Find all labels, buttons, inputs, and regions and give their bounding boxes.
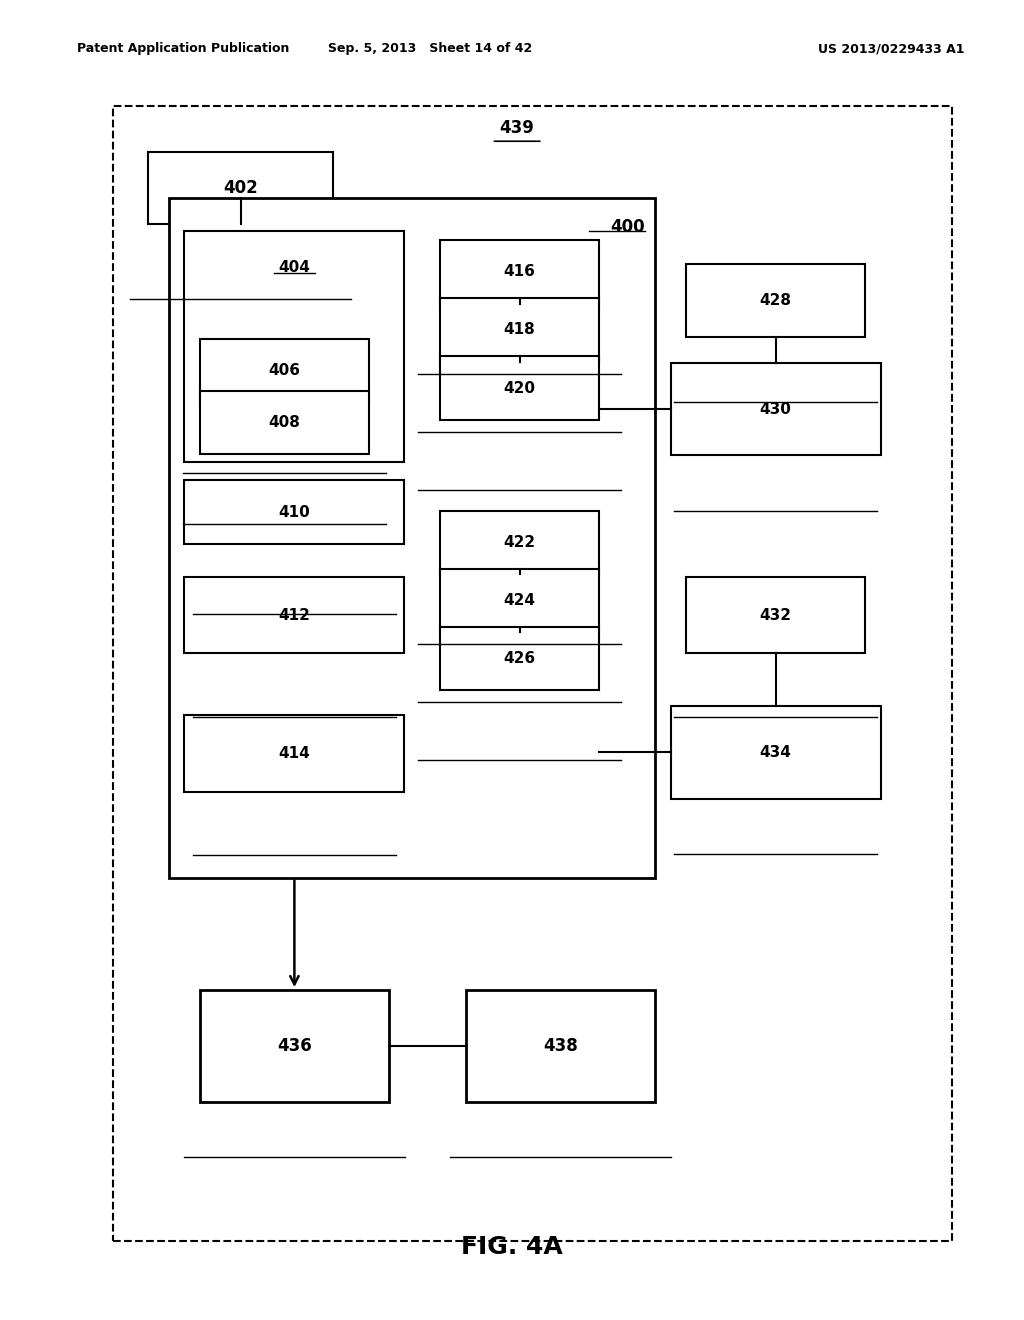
Text: 424: 424 [504,593,536,609]
Bar [148,152,333,224]
Bar [200,990,389,1102]
Bar [686,264,865,337]
Bar [466,990,655,1102]
Text: 428: 428 [760,293,792,308]
Text: FIG. 4A: FIG. 4A [461,1236,563,1259]
Text: 432: 432 [760,607,792,623]
Bar [686,577,865,653]
Text: 422: 422 [504,535,536,550]
Text: 414: 414 [279,746,310,762]
Bar [440,511,599,574]
Text: 418: 418 [504,322,536,338]
Text: 416: 416 [504,264,536,280]
Text: 406: 406 [268,363,300,379]
Bar [440,240,599,304]
Text: 436: 436 [278,1038,311,1055]
Text: 408: 408 [268,414,300,430]
Bar [184,715,404,792]
Bar [671,363,881,455]
Bar [113,106,952,1241]
Bar [440,627,599,690]
Text: 426: 426 [504,651,536,667]
Text: 430: 430 [760,401,792,417]
Text: 410: 410 [279,504,310,520]
Bar [200,339,369,403]
Text: 438: 438 [544,1038,578,1055]
Text: 404: 404 [279,260,310,275]
Text: 402: 402 [223,180,258,197]
Bar [169,198,655,878]
Bar [440,569,599,632]
Text: 434: 434 [760,744,792,760]
Text: US 2013/0229433 A1: US 2013/0229433 A1 [817,42,965,55]
Bar [184,231,404,462]
Bar [440,356,599,420]
Bar [440,298,599,362]
Text: Sep. 5, 2013   Sheet 14 of 42: Sep. 5, 2013 Sheet 14 of 42 [328,42,532,55]
Text: 420: 420 [504,380,536,396]
Text: 439: 439 [500,119,535,137]
Bar [200,391,369,454]
Text: Patent Application Publication: Patent Application Publication [77,42,289,55]
Bar [184,480,404,544]
Bar [184,577,404,653]
Text: 412: 412 [279,607,310,623]
Text: 400: 400 [610,218,645,236]
Bar [671,706,881,799]
